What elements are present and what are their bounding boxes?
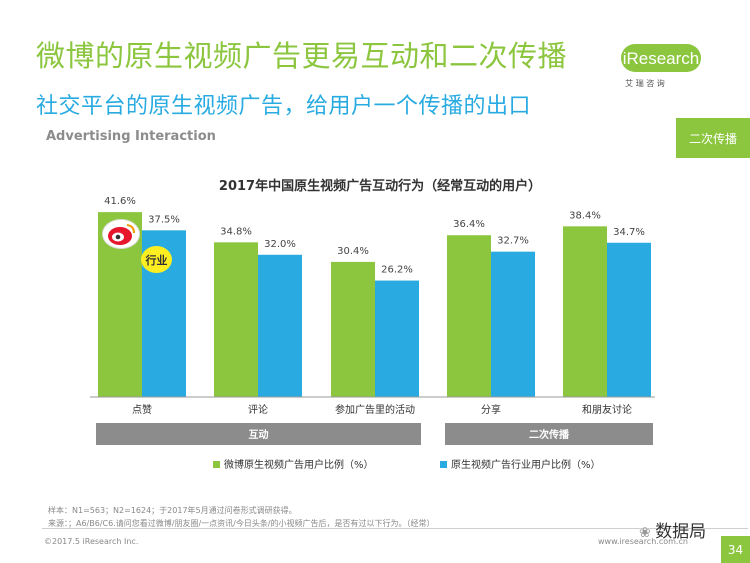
group-band [445, 423, 653, 445]
wechat-icon: ❀ [639, 525, 656, 541]
legend-swatch [440, 461, 447, 468]
page-subtitle: 社交平台的原生视频广告，给用户一个传播的出口 [36, 94, 532, 119]
bar-weibo [563, 226, 607, 397]
group-label: 互动 [249, 428, 269, 441]
data-label: 41.6% [104, 196, 136, 207]
group-band [96, 423, 421, 445]
x-tick-label: 参加广告里的活动 [335, 403, 415, 416]
bar-weibo [331, 261, 375, 397]
weibo-icon [102, 219, 140, 249]
bar-industry [375, 280, 419, 397]
footnote-sample: 样本：N1=563；N2=1624；于2017年5月通过问卷形式调研获得。 [48, 506, 297, 515]
x-tick-label: 分享 [481, 403, 501, 416]
bar-industry [258, 254, 302, 397]
watermark: ❀ 数据局 [639, 517, 706, 542]
industry-badge: 行业 [141, 246, 172, 273]
data-label: 38.4% [569, 210, 601, 221]
brand-name: iResearch [623, 49, 700, 68]
chart-title: 2017年中国原生视频广告互动行为（经常互动的用户） [219, 178, 541, 194]
page-number: 34 [721, 536, 750, 563]
brand-cn: 艾 瑞 咨 询 [625, 78, 665, 88]
iresearch-logo: iResearch 艾 瑞 咨 询 [617, 40, 707, 92]
x-tick-label: 评论 [248, 403, 268, 416]
bar-weibo [214, 242, 258, 397]
bar-industry [607, 242, 651, 397]
data-label: 32.7% [497, 236, 529, 247]
bar-weibo [447, 235, 491, 397]
x-tick-label: 点赞 [132, 403, 152, 416]
data-label: 34.7% [613, 227, 645, 238]
footnote-source: 来源：；A6/B6/C6.请问您看过微博/朋友圈/一点资讯/今日头条/的小视频广… [48, 519, 435, 528]
copyright: ©2017.5 iResearch Inc. [44, 537, 139, 546]
bar-chart: 2017年中国原生视频广告互动行为（经常互动的用户） 41.6% 37.5% 34.… [90, 178, 655, 471]
legend-label: 原生视频广告行业用户比例（%） [451, 458, 601, 471]
page-title: 微博的原生视频广告更易互动和二次传播 [36, 39, 568, 73]
data-label: 37.5% [148, 214, 180, 225]
data-label: 30.4% [337, 246, 369, 257]
legend-swatch [213, 461, 220, 468]
data-label: 32.0% [264, 239, 296, 250]
group-label: 二次传播 [529, 428, 570, 441]
topic-tag: 二次传播 [676, 118, 750, 158]
data-label: 34.8% [220, 226, 252, 237]
data-label: 36.4% [453, 219, 485, 230]
section-label: Advertising Interaction [46, 129, 216, 144]
footer-divider [42, 528, 748, 529]
watermark-text: 数据局 [655, 522, 707, 542]
legend-label: 微博原生视频广告用户比例（%） [224, 458, 374, 471]
bar-industry [491, 251, 535, 397]
x-tick-label: 和朋友讨论 [582, 403, 632, 416]
website: www.iresearch.com.cn [598, 537, 688, 546]
data-label: 26.2% [381, 265, 413, 276]
